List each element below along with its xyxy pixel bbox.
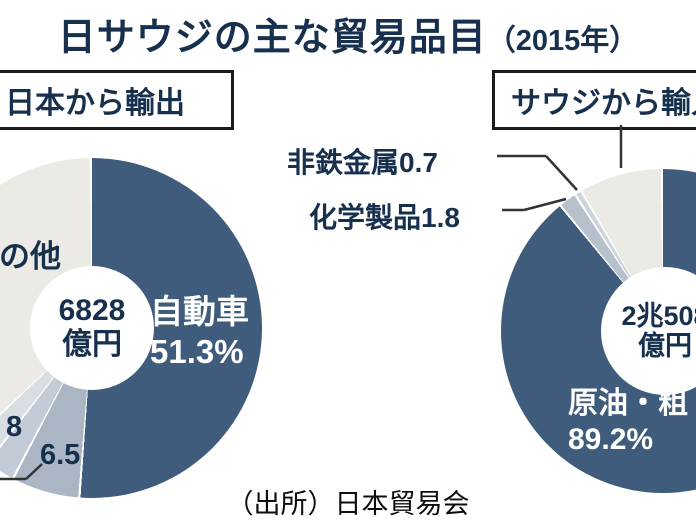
leader-line-nonferrous-diagonal	[545, 155, 578, 191]
slice-label-six-five: 6.5	[40, 439, 81, 471]
slice-label-others-left: その他	[0, 239, 61, 274]
callout-nonferrous-metals: 非鉄金属0.7	[287, 147, 438, 178]
left-pie-center-total: 6828 億円	[30, 266, 154, 390]
slice-label-crude-oil-name: 原油・粗	[568, 387, 688, 420]
slice-label-automobiles-name: 自動車	[150, 293, 249, 330]
right-chart-heading: サウジから輸入	[492, 70, 696, 130]
chart-title-main: 日サウジの主な貿易品目	[57, 17, 487, 59]
right-total-unit: 億円	[638, 331, 692, 361]
right-pie-center-total: 2兆508 億円	[601, 267, 696, 395]
chart-title-year: （2015年）	[486, 25, 639, 57]
right-total-value: 2兆508	[621, 300, 696, 331]
chart-title: 日サウジの主な貿易品目（2015年）	[0, 6, 696, 61]
slice-label-crude-oil: 原油・粗 89.2%	[568, 386, 688, 458]
left-chart-heading: 日本から輸出	[0, 70, 234, 130]
left-total-unit: 億円	[62, 328, 122, 361]
left-total-value: 6828	[58, 294, 126, 328]
callout-chemical-products: 化学製品1.8	[309, 202, 460, 233]
slice-label-crude-oil-pct: 89.2%	[568, 423, 654, 456]
source-note: （出所）日本貿易会	[226, 489, 470, 519]
slice-label-automobiles-pct: 51.3%	[150, 332, 244, 370]
slice-label-small-left: 8	[6, 411, 23, 443]
slice-label-automobiles: 自動車 51.3%	[150, 292, 249, 371]
